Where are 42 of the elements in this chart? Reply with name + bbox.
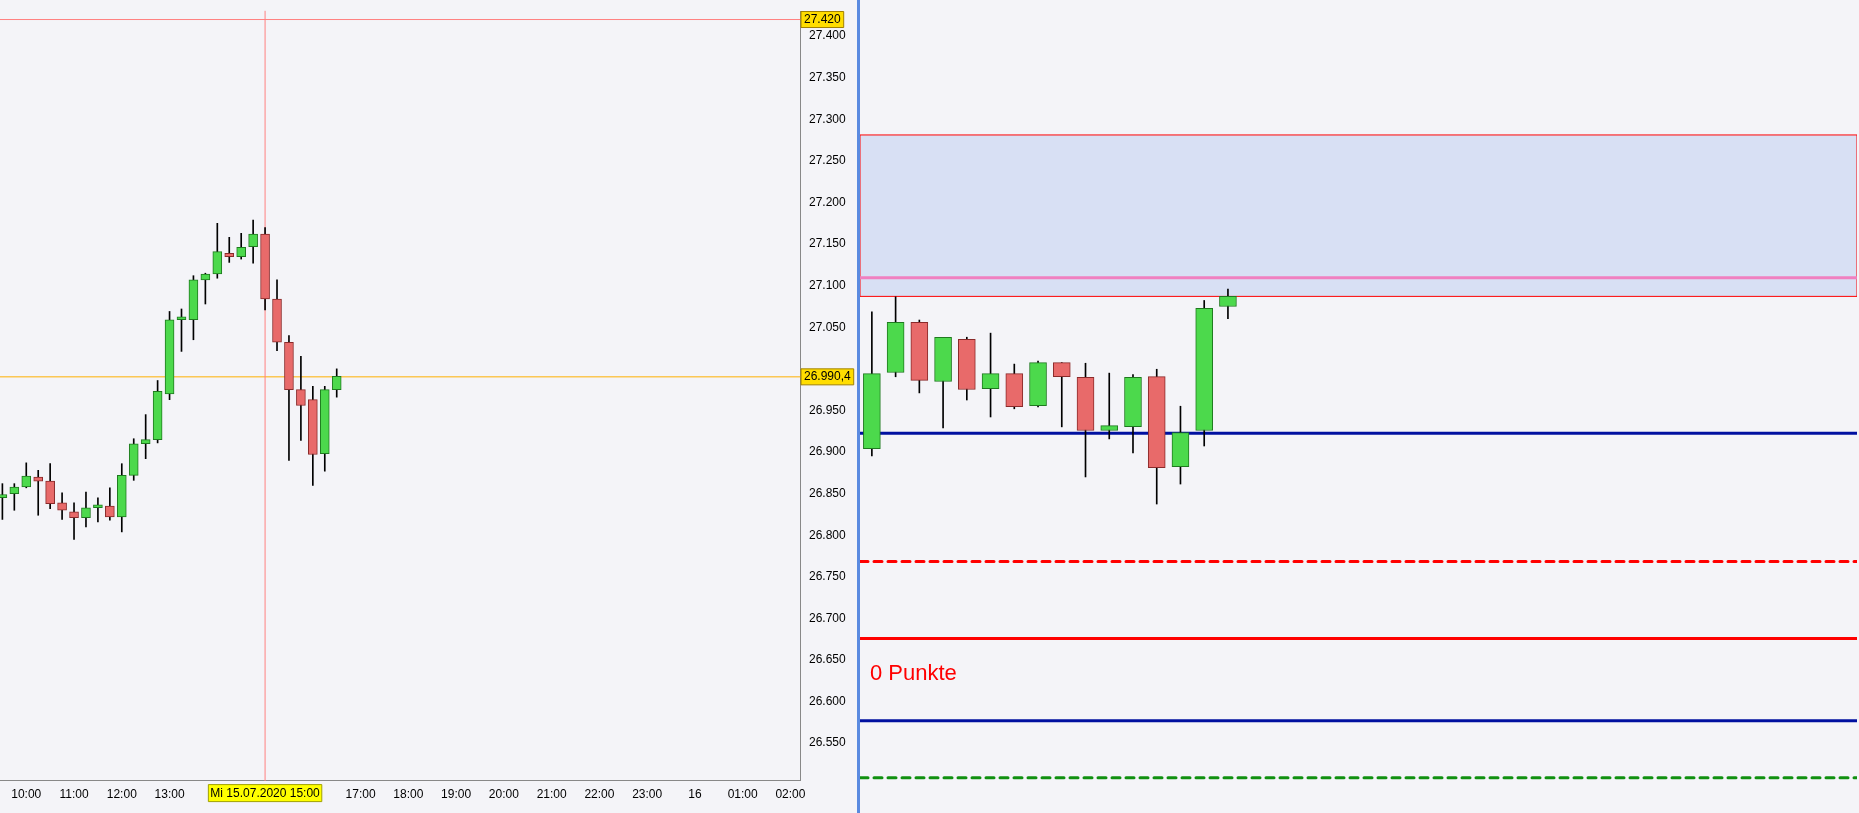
y-tick-label: 27.200 [809,194,847,209]
y-tick-label: 26.850 [809,485,847,500]
y-tick-label: 27.300 [809,111,847,126]
ref-line-label: 26.990,4 [804,369,852,384]
ref-line-label: Mi 15.07.2020 15:00 [210,785,321,800]
x-tick-label: 19:00 [441,787,472,802]
y-tick-label: 27.400 [809,28,847,43]
y-tick-label: 26.700 [809,610,847,625]
x-tick-label: 21:00 [536,787,567,802]
candlestick [224,237,235,263]
candlestick [69,502,79,540]
x-tick-label: 18:00 [393,787,424,802]
x-tick-label: 17:00 [345,787,376,802]
y-tick-label: 26.550 [809,735,847,750]
candlestick [9,483,20,511]
x-tick-label: 01:00 [727,787,759,802]
x-tick-label: 02:00 [775,787,806,802]
x-tick-label: 10:00 [11,787,42,802]
candlestick [1100,372,1119,440]
x-tick-label: 20:00 [488,787,520,802]
x-tick-label: 23:00 [632,787,663,802]
candlestick [140,414,151,460]
x-tick-label: 13:00 [154,787,185,802]
y-tick-label: 26.650 [809,652,847,667]
y-tick-label: 26.600 [809,693,847,708]
y-tick-label: 26.750 [809,569,847,584]
x-tick-label: 22:00 [584,787,615,802]
y-tick-label: 27.050 [809,319,847,334]
y-tick-label: 27.150 [809,236,847,251]
x-tick-label: 12:00 [106,787,138,802]
y-tick-label: 27.350 [809,70,847,85]
candlestick [1052,362,1071,428]
y-tick-label: 27.250 [809,153,847,168]
y-tick-label: 26.800 [809,527,847,542]
x-tick-label: 11:00 [59,787,89,802]
y-tick-label: 26.900 [809,444,847,459]
y-tick-label: 26.950 [809,402,847,417]
x-tick-label: 16 [688,787,702,802]
ref-line-label: 27.420 [804,11,842,26]
ref-line-label: 0 Punkte [870,659,957,685]
y-tick-label: 27.100 [809,278,847,292]
candlestick [93,497,103,523]
